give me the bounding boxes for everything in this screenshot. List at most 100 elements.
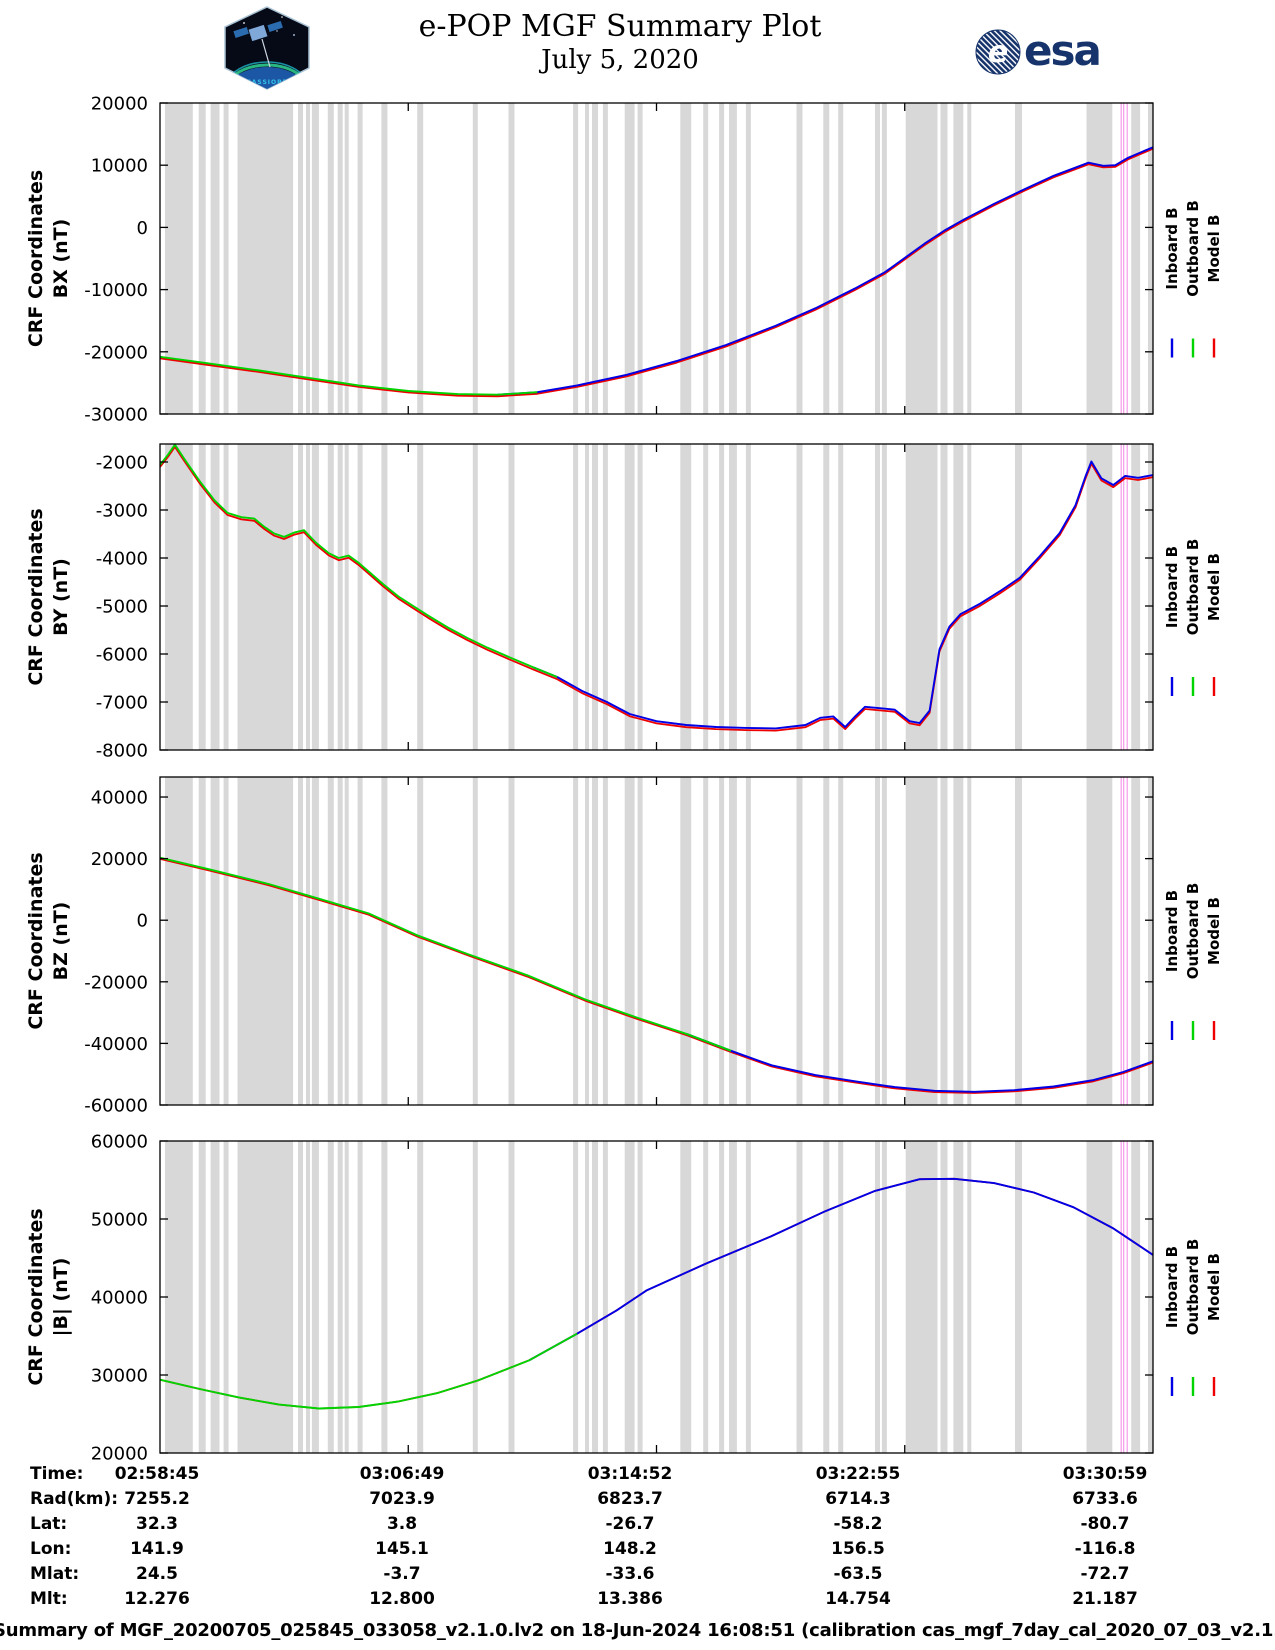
- data-gap-band: [940, 103, 948, 414]
- figure-title-block: e-POP MGF Summary Plot July 5, 2020: [0, 10, 1240, 76]
- data-gap-band: [344, 777, 349, 1105]
- data-gap-band: [875, 777, 880, 1105]
- data-gap-band: [745, 1141, 751, 1453]
- data-gap-band: [223, 1141, 229, 1453]
- ephemeris-value: 13.386: [597, 1589, 663, 1609]
- data-gap-band: [745, 444, 751, 750]
- data-gap-band: [1015, 777, 1022, 1105]
- ephemeris-value: 6714.3: [825, 1489, 891, 1509]
- figure-title: e-POP MGF Summary Plot: [418, 9, 822, 44]
- ephemeris-value: 14.754: [825, 1589, 891, 1609]
- y-tick-label: -5000: [96, 597, 148, 618]
- data-gap-band: [729, 1141, 737, 1453]
- ephemeris-value: 3.8: [386, 1514, 418, 1534]
- data-gap-band: [680, 1141, 692, 1453]
- data-gap-band: [703, 103, 709, 414]
- data-gap-band: [198, 1141, 206, 1453]
- data-gap-band: [585, 103, 589, 414]
- data-gap-band: [905, 1141, 938, 1453]
- ephemeris-value: 156.5: [831, 1539, 885, 1559]
- data-gap-band: [940, 1141, 948, 1453]
- data-gap-band: [298, 1141, 303, 1453]
- ephemeris-value: 7255.2: [124, 1489, 190, 1509]
- data-gap-band: [1015, 1141, 1022, 1453]
- ephemeris-value: -33.6: [605, 1564, 655, 1584]
- y-axis-label-line2: BX (nT): [50, 219, 72, 299]
- data-gap-band: [237, 1141, 294, 1453]
- data-gap-band: [298, 103, 303, 414]
- y-tick-label: -2000: [96, 453, 148, 474]
- panel-bmag: 60000 50000 40000 30000 20000 CRF Coordinates…: [25, 1132, 1223, 1465]
- ephemeris-value: 148.2: [603, 1539, 657, 1559]
- data-gap-band: [223, 103, 229, 414]
- esa-logo-graphic: e esa: [975, 26, 1102, 75]
- y-tick-label: 20000: [91, 1444, 148, 1465]
- data-gap-band: [592, 1141, 598, 1453]
- data-gap-band: [592, 444, 598, 750]
- data-gap-band: [357, 103, 363, 414]
- data-gap-band: [940, 444, 948, 750]
- data-gap-band: [237, 777, 294, 1105]
- data-gap-band: [875, 103, 880, 414]
- data-gap-band: [357, 444, 363, 750]
- data-gap-band: [624, 777, 635, 1105]
- ephemeris-value: 03:06:49: [359, 1464, 445, 1484]
- data-gap-band: [953, 1141, 964, 1453]
- data-gap-band: [417, 1141, 424, 1453]
- data-gap-band: [344, 444, 349, 750]
- data-gap-band: [796, 103, 803, 414]
- legend-label: Inboard B: [1163, 546, 1181, 628]
- data-gap-band: [703, 444, 709, 750]
- data-gap-band: [311, 777, 319, 1105]
- esa-globe-icon: [976, 30, 1020, 74]
- data-gap-band: [967, 777, 972, 1105]
- esa-wordmark: esa: [1024, 26, 1100, 75]
- y-tick-label: 50000: [91, 1210, 148, 1231]
- y-axis-label-line2: BZ (nT): [50, 902, 72, 981]
- data-gap-band: [967, 103, 972, 414]
- data-gap-band: [337, 777, 343, 1105]
- data-gap-band: [823, 1141, 830, 1453]
- legend-label: Inboard B: [1163, 207, 1181, 289]
- data-gap-band: [327, 103, 334, 414]
- data-gap-band: [381, 103, 388, 414]
- y-tick-label: -20000: [84, 342, 148, 363]
- data-gap-band: [637, 777, 643, 1105]
- y-tick-label: 40000: [91, 1288, 148, 1309]
- data-gap-band: [573, 1141, 579, 1453]
- data-gap-band: [573, 777, 579, 1105]
- y-tick-label: 0: [137, 911, 148, 932]
- data-gap-band: [838, 444, 844, 750]
- data-gap-band: [823, 777, 830, 1105]
- ephemeris-value: 12.800: [369, 1589, 435, 1609]
- data-gap-band: [223, 444, 229, 750]
- data-gap-band: [357, 1141, 363, 1453]
- data-gap-band: [719, 103, 725, 414]
- y-tick-label: -4000: [96, 549, 148, 570]
- data-gap-band: [703, 777, 709, 1105]
- data-gap-band: [838, 1141, 844, 1453]
- ephemeris-value: 6733.6: [1072, 1489, 1138, 1509]
- esa-globe-e: e: [988, 35, 1008, 70]
- y-tick-label: 30000: [91, 1366, 148, 1387]
- data-gap-band: [508, 1141, 515, 1453]
- data-gap-band: [210, 1141, 220, 1453]
- legend-label: Model B: [1205, 553, 1223, 621]
- y-axis-label-line1: CRF Coordinates: [25, 508, 47, 685]
- data-gap-band: [680, 777, 692, 1105]
- data-gap-band: [796, 777, 803, 1105]
- cassiope-patch-graphic: CASSIOPE: [224, 6, 310, 90]
- data-gap-band: [344, 103, 349, 414]
- legend-label: Inboard B: [1163, 1246, 1181, 1328]
- data-gap-band: [624, 1141, 635, 1453]
- data-gap-band: [327, 777, 334, 1105]
- data-gap-band: [1086, 444, 1113, 750]
- patch-satellite: [233, 20, 283, 68]
- ephemeris-value: 141.9: [130, 1539, 184, 1559]
- outboard-b-line: [159, 856, 732, 1052]
- ephemeris-value: 24.5: [136, 1564, 178, 1584]
- legend-label: Outboard B: [1184, 883, 1202, 980]
- data-gap-band: [592, 103, 598, 414]
- data-gap-band: [1148, 777, 1153, 1105]
- data-gap-band: [881, 777, 887, 1105]
